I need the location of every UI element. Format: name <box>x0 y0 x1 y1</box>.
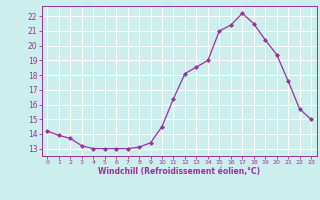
X-axis label: Windchill (Refroidissement éolien,°C): Windchill (Refroidissement éolien,°C) <box>98 167 260 176</box>
